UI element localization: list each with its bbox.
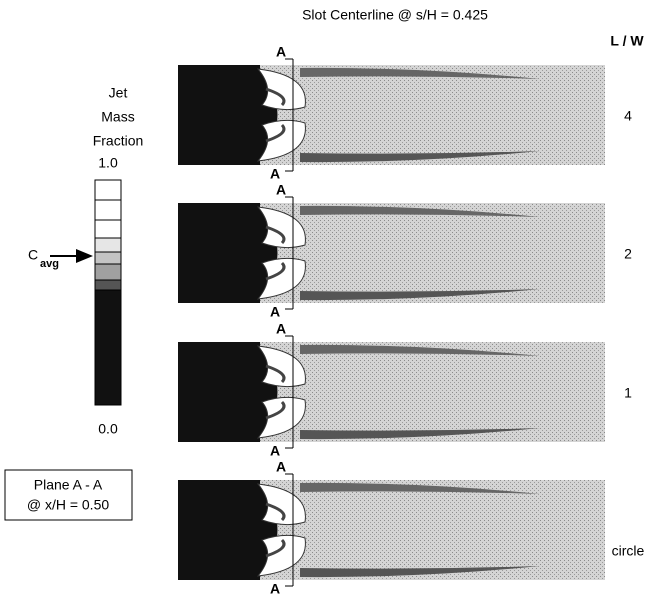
lobe-inner — [265, 502, 286, 522]
section-label: A — [270, 581, 280, 595]
field — [255, 65, 605, 165]
lobe-inner — [265, 123, 286, 143]
legend-title: Jet — [109, 85, 128, 101]
shear-layer — [300, 344, 540, 356]
shear-layer — [300, 289, 540, 301]
lobe-inner — [265, 225, 286, 245]
field — [255, 480, 605, 580]
section-label: A — [270, 166, 280, 182]
plane-box — [4, 469, 133, 521]
figure-title: Slot Centerline @ s/H = 0.425 — [302, 7, 488, 23]
ratio-label: 4 — [624, 108, 632, 124]
field — [255, 342, 605, 442]
ratio-label: 2 — [624, 246, 632, 262]
jet-core — [178, 65, 260, 165]
avg-subscript: avg — [40, 258, 59, 270]
field — [255, 203, 605, 303]
section-label: A — [276, 44, 286, 60]
lobe-inner — [265, 364, 286, 384]
legend-max: 1.0 — [98, 155, 118, 171]
plane-text: Plane A - A — [34, 477, 103, 493]
jet-core — [178, 342, 260, 442]
legend-title: Fraction — [93, 133, 144, 149]
legend-title: Mass — [101, 109, 134, 125]
section-label: A — [276, 182, 286, 198]
shear-layer — [300, 151, 540, 163]
ratio-label: circle — [612, 543, 645, 559]
lobe-inner — [265, 261, 286, 281]
ratio-label: 1 — [624, 385, 632, 401]
section-label: A — [270, 443, 280, 459]
jet-core — [178, 480, 260, 580]
lobe-inner — [265, 538, 286, 558]
section-label: A — [270, 304, 280, 320]
lobe-inner — [265, 400, 286, 420]
section-label: A — [276, 321, 286, 337]
avg-symbol: C — [28, 247, 38, 263]
jet-core — [178, 203, 260, 303]
shear-layer — [300, 482, 540, 494]
lobe-inner — [265, 87, 286, 107]
shear-layer — [300, 566, 540, 578]
avg-marker: C avg — [28, 247, 93, 270]
shear-layer — [300, 428, 540, 440]
section-label: A — [276, 459, 286, 475]
colorbar — [94, 179, 122, 406]
shear-layer — [300, 67, 540, 79]
shear-layer — [300, 205, 540, 217]
legend-min: 0.0 — [98, 421, 118, 437]
ratio-header: L / W — [610, 33, 644, 49]
plane-text: @ x/H = 0.50 — [27, 497, 110, 513]
